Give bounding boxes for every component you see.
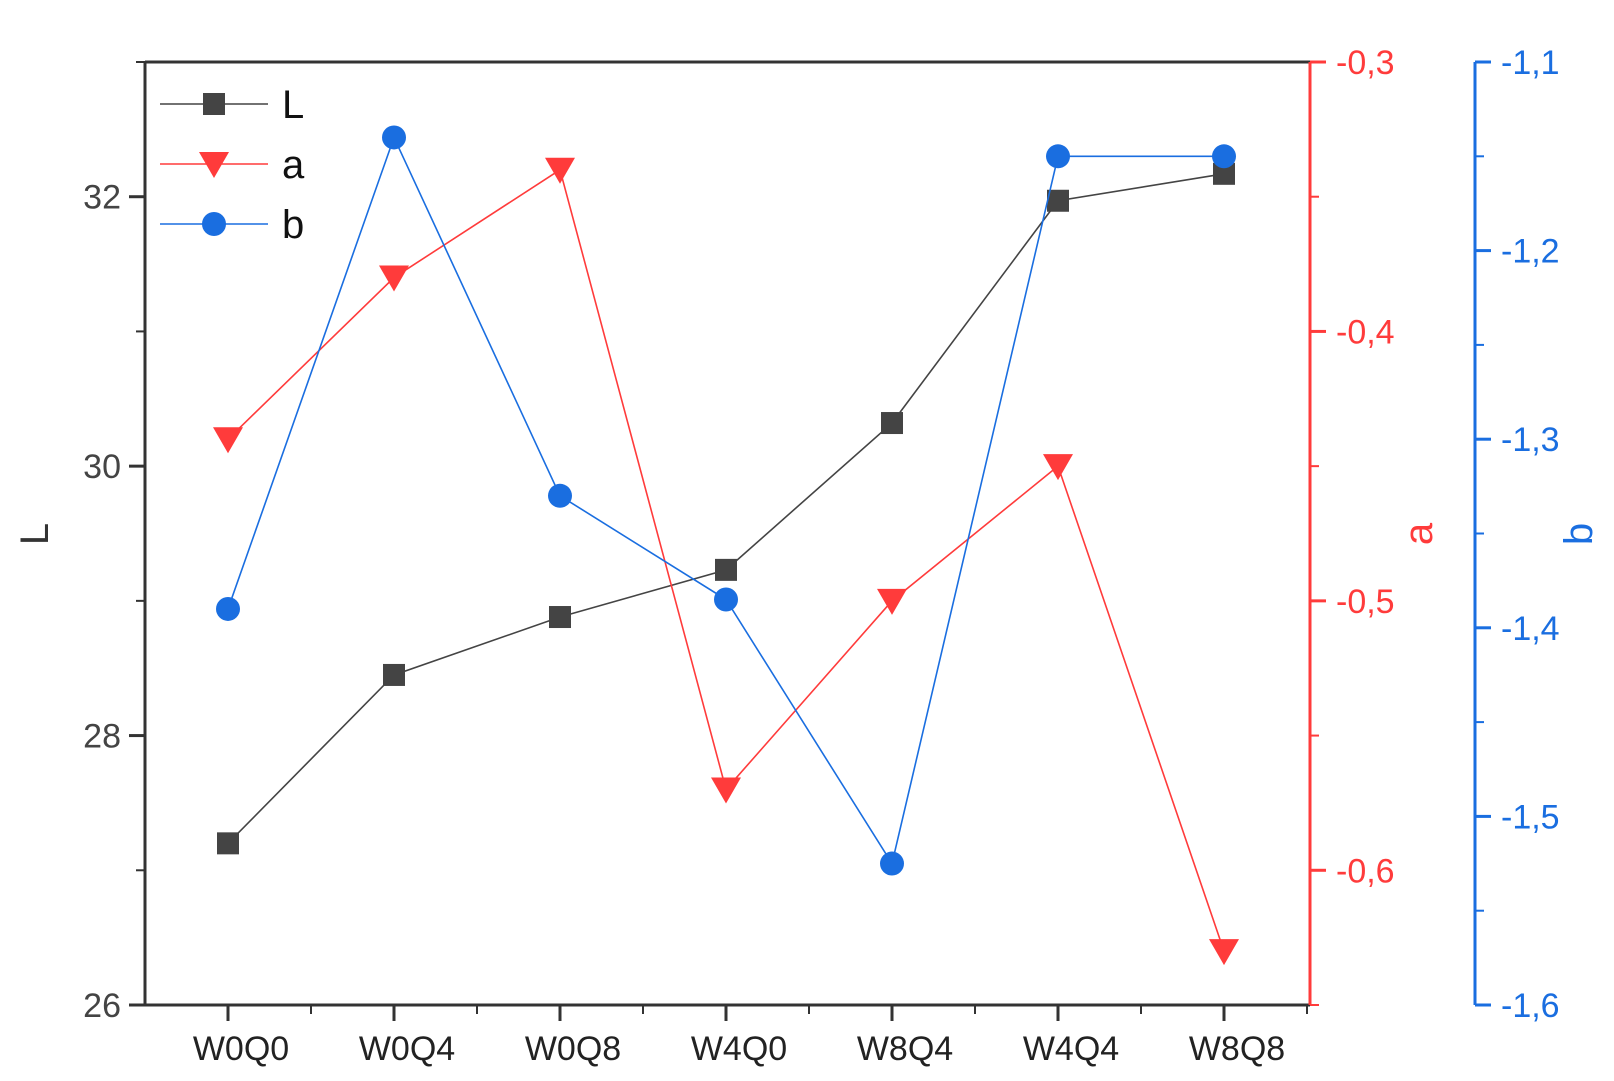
legend-label-a: a — [282, 143, 305, 187]
data-point-a — [379, 265, 409, 292]
series-line-b — [227, 135, 1224, 866]
y-tick-label-a: -0,4 — [1336, 313, 1395, 351]
data-point-L — [549, 606, 571, 629]
data-point-L — [1213, 162, 1235, 185]
y-tick-label-L: 30 — [83, 448, 121, 486]
x-tick-label: W8Q8 — [1189, 1030, 1285, 1068]
series-line-L — [227, 173, 1225, 844]
y-tick-label-a: -0,5 — [1336, 583, 1395, 621]
y-tick-label-b: -1,1 — [1501, 44, 1560, 82]
y-axis-title-a: a — [1397, 522, 1441, 545]
data-point-b — [714, 587, 738, 612]
series-layer — [213, 125, 1239, 966]
legend-marker-a — [199, 152, 229, 178]
data-point-b — [1212, 144, 1236, 169]
legend-marker-L — [203, 93, 225, 115]
x-tick-label: W0Q0 — [193, 1030, 289, 1068]
legend-marker-b — [202, 212, 226, 236]
y-tick-label-b: -1,4 — [1501, 610, 1560, 648]
y-tick-label-b: -1,6 — [1501, 987, 1560, 1025]
data-point-L — [383, 663, 405, 686]
data-point-a — [545, 157, 575, 184]
x-tick-label: W0Q4 — [359, 1030, 455, 1068]
legend-label-b: b — [282, 203, 304, 247]
y-tick-label-L: 28 — [83, 718, 121, 756]
y-tick-label-a: -0,6 — [1336, 852, 1395, 890]
axes-layer: W0Q0 W0Q4 W0Q8 W4Q0 W8Q4 W4Q4 W8Q8 26 28 30 32 L -0,… — [13, 44, 1601, 1068]
y-tick-label-a: -0,3 — [1336, 44, 1395, 82]
x-tick-label: W0Q8 — [525, 1030, 621, 1068]
data-point-L — [715, 558, 737, 581]
legend: Lab — [160, 83, 305, 247]
data-point-a — [1209, 939, 1239, 966]
data-point-L — [217, 832, 239, 855]
x-tick-label: W4Q4 — [1023, 1030, 1119, 1068]
legend-label-L: L — [282, 83, 304, 127]
x-tick-label: W8Q4 — [857, 1030, 953, 1068]
x-tick-label: W4Q0 — [691, 1030, 787, 1068]
data-point-b — [880, 851, 904, 876]
y-tick-label-L: 32 — [83, 179, 121, 217]
data-point-b — [548, 483, 572, 508]
data-point-b — [1046, 144, 1070, 169]
data-point-L — [1047, 189, 1069, 212]
y-tick-label-b: -1,5 — [1501, 798, 1560, 836]
data-point-a — [213, 427, 243, 454]
data-point-a — [711, 777, 741, 804]
y-tick-label-b: -1,2 — [1501, 233, 1560, 271]
y-tick-label-b: -1,3 — [1501, 421, 1560, 459]
data-point-b — [382, 125, 406, 150]
y-axis-title-L: L — [13, 523, 57, 545]
data-point-b — [216, 596, 240, 621]
data-point-L — [881, 412, 903, 435]
y-axis-title-b: b — [1557, 523, 1601, 545]
data-point-a — [877, 588, 907, 615]
data-point-a — [1043, 454, 1073, 481]
y-tick-label-L: 26 — [83, 987, 121, 1025]
